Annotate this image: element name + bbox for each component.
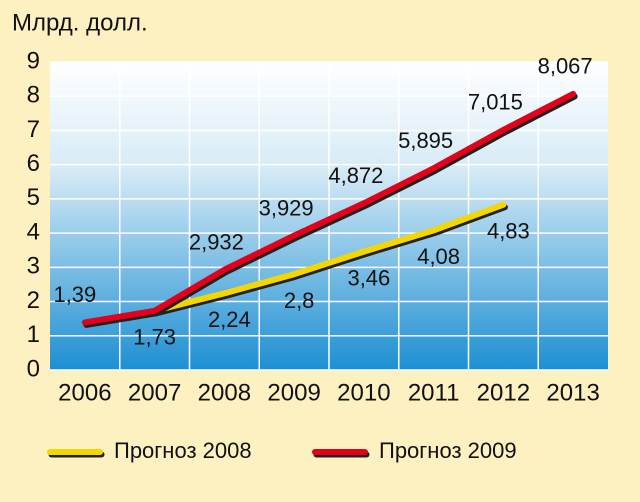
x-tick-label: 2011 [408,379,460,406]
data-label: 5,895 [398,128,453,153]
y-tick-label: 0 [27,355,40,382]
data-label: 2,24 [208,307,251,332]
legend-label: Прогноз 2009 [379,438,517,463]
y-tick-label: 4 [27,218,40,245]
x-tick-label: 2006 [58,379,111,406]
y-tick-label: 1 [27,321,40,348]
x-tick-label: 2012 [477,379,530,406]
x-tick-label: 2008 [198,379,251,406]
x-tick-label: 2013 [546,379,599,406]
y-tick-label: 3 [27,253,40,280]
data-label: 3,46 [347,265,390,290]
x-tick-label: 2009 [267,379,320,406]
data-label: 4,08 [417,244,460,269]
data-label: 1,39 [53,282,96,307]
y-axis-label: Млрд. долл. [12,9,148,36]
x-tick-label: 2007 [128,379,181,406]
y-tick-label: 5 [27,184,40,211]
line [81,90,577,326]
line [151,201,507,314]
x-tick-label: 2010 [337,379,390,406]
data-label: 4,83 [487,219,530,244]
data-label: 8,067 [538,54,593,79]
y-tick-label: 7 [27,116,40,143]
data-label: 2,932 [189,229,244,254]
y-tick-label: 8 [27,82,40,109]
y-tick-label: 9 [27,47,40,74]
data-label: 3,929 [259,195,314,220]
legend-label: Прогноз 2008 [114,438,252,463]
data-label: 4,872 [328,163,383,188]
data-label: 7,015 [468,90,523,115]
data-label: 1,73 [133,325,176,350]
y-tick-label: 2 [27,287,40,314]
y-tick-label: 6 [27,150,40,177]
data-label: 2,8 [284,288,315,313]
